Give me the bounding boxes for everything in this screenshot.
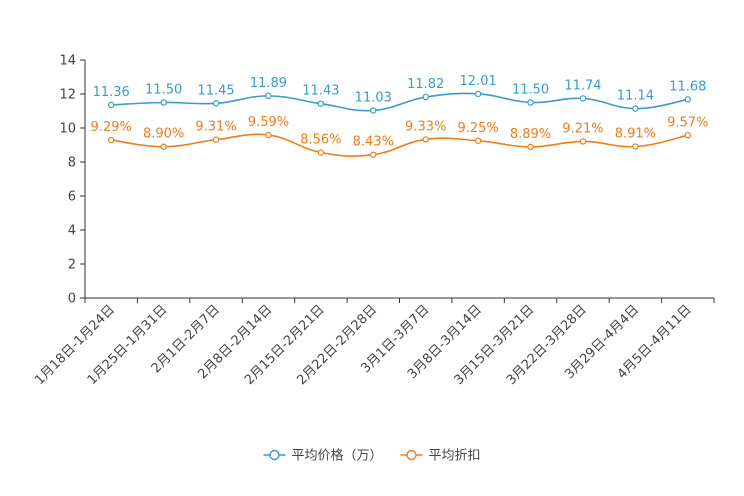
data-point: [527, 99, 534, 106]
data-point: [160, 143, 167, 150]
data-label: 11.68: [669, 79, 706, 94]
data-label: 11.50: [512, 83, 549, 98]
y-tick-label: 8: [68, 156, 76, 171]
y-tick-label: 14: [59, 54, 76, 69]
data-label: 9.31%: [195, 120, 236, 135]
data-label: 8.43%: [353, 135, 394, 150]
data-label: 11.03: [355, 90, 392, 105]
data-point: [474, 90, 482, 98]
y-tick-label: 12: [59, 88, 76, 103]
y-tick-label: 10: [59, 122, 76, 137]
data-point: [632, 105, 639, 112]
data-label: 11.43: [302, 84, 339, 99]
legend-marker-2: [406, 449, 417, 461]
legend-label-1: 平均价格（万）: [292, 448, 383, 464]
data-label: 11.45: [197, 83, 234, 98]
data-label: 9.21%: [562, 121, 603, 136]
data-label: 8.56%: [300, 132, 341, 147]
data-point: [265, 92, 272, 100]
data-point: [265, 131, 272, 139]
data-label: 9.33%: [405, 119, 446, 134]
data-point: [108, 136, 115, 144]
data-label: 9.57%: [667, 115, 708, 130]
data-point: [632, 143, 639, 150]
data-point: [684, 96, 691, 103]
data-point: [684, 132, 691, 139]
data-point: [527, 143, 534, 151]
y-tick-label: 2: [68, 258, 76, 273]
legend-marker-1: [269, 449, 280, 461]
data-point: [474, 137, 482, 144]
data-point: [370, 107, 377, 114]
series-line-1: [111, 92, 688, 112]
data-label: 8.90%: [143, 127, 184, 142]
data-label: 8.91%: [615, 127, 656, 142]
data-point: [160, 99, 167, 106]
data-label: 9.59%: [248, 115, 289, 130]
data-label: 11.89: [250, 76, 287, 91]
data-label: 8.89%: [510, 127, 551, 142]
y-tick-label: 0: [68, 292, 76, 307]
data-point: [422, 93, 429, 101]
data-point: [108, 101, 115, 109]
y-tick-label: 4: [68, 224, 76, 239]
data-point: [370, 151, 377, 158]
data-point: [317, 100, 325, 107]
data-point: [579, 95, 587, 102]
data-label: 11.36: [93, 85, 130, 100]
data-label: 11.74: [564, 78, 601, 93]
series-line-2: [111, 133, 688, 157]
data-point: [317, 149, 325, 156]
data-label: 12.01: [460, 74, 497, 89]
data-point: [579, 138, 587, 145]
data-point: [422, 136, 429, 143]
data-label: 11.50: [145, 83, 182, 98]
legend-label-2: 平均折扣: [429, 449, 481, 464]
data-point: [212, 136, 220, 143]
data-label: 11.82: [407, 77, 444, 92]
data-label: 11.14: [617, 89, 654, 104]
data-label: 9.29%: [91, 120, 132, 135]
y-tick-label: 6: [68, 190, 76, 205]
data-point: [212, 100, 220, 107]
data-label: 9.25%: [457, 121, 498, 136]
